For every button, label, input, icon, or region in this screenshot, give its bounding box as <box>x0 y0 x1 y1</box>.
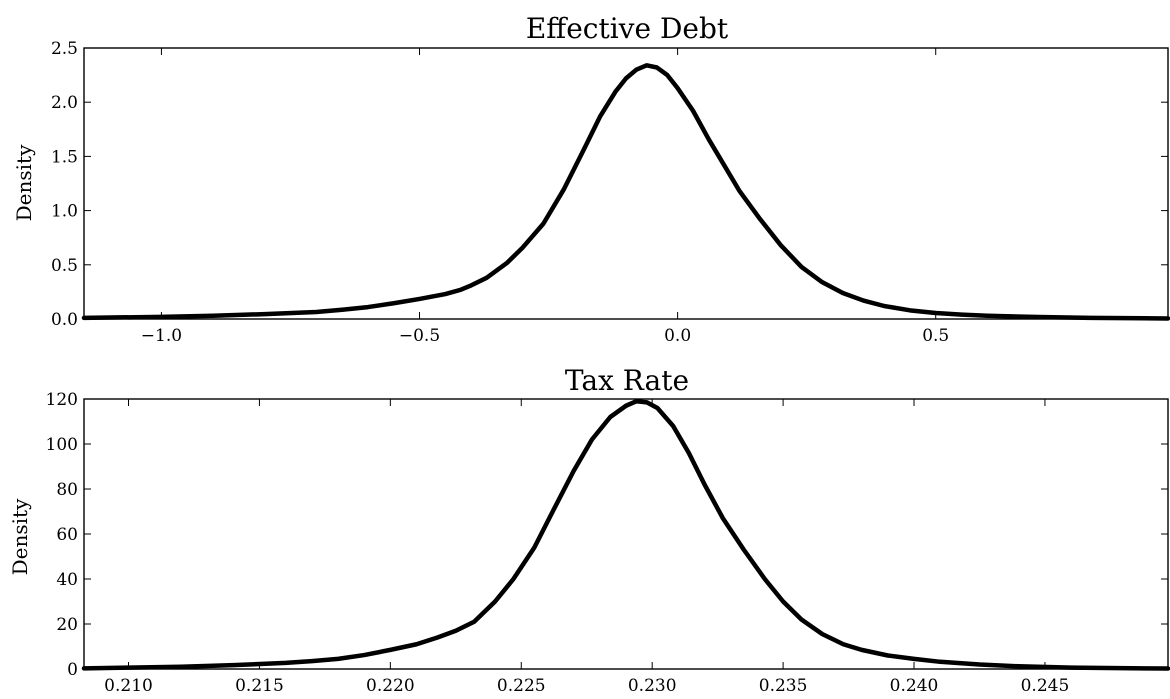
tax-rate-ytick-label: 120 <box>46 390 78 410</box>
effective-debt-xtick-label: 0.0 <box>664 326 691 346</box>
effective-debt-ylabel: Density <box>12 144 36 221</box>
effective-debt-ytick-label: 2.0 <box>51 93 78 113</box>
effective-debt-ytick-label: 0.0 <box>51 310 78 330</box>
effective-debt-title: Effective Debt <box>526 12 729 45</box>
tax-rate-xtick-label: 0.220 <box>366 676 415 696</box>
tax-rate-panel: Tax Rate Density 0.210 0.215 0.220 0.225 0.2… <box>8 364 1168 696</box>
tax-rate-ylabel: Density <box>8 498 32 575</box>
effective-debt-xtick-label: −1.0 <box>141 326 182 346</box>
effective-debt-axes-frame <box>84 48 1168 319</box>
tax-rate-xtick-label: 0.225 <box>497 676 546 696</box>
tax-rate-xtick-label: 0.215 <box>235 676 284 696</box>
tax-rate-ytick-label: 20 <box>56 615 78 635</box>
tax-rate-ytick-label: 80 <box>56 480 78 500</box>
tax-rate-ytick-label: 60 <box>56 525 78 545</box>
effective-debt-xtick-label: −0.5 <box>399 326 440 346</box>
effective-debt-ytick-label: 2.5 <box>51 39 78 59</box>
tax-rate-density-curve <box>84 401 1168 668</box>
effective-debt-xtick-label: 0.5 <box>922 326 949 346</box>
tax-rate-xtick-label: 0.245 <box>1021 676 1070 696</box>
effective-debt-density-curve <box>84 65 1168 318</box>
tax-rate-xtick-label: 0.240 <box>890 676 939 696</box>
tax-rate-ytick-label: 100 <box>46 435 78 455</box>
tax-rate-xtick-label: 0.210 <box>104 676 153 696</box>
tax-rate-ytick-label: 40 <box>56 570 78 590</box>
tax-rate-xtick-label: 0.235 <box>759 676 808 696</box>
tax-rate-axes-frame <box>84 399 1168 669</box>
effective-debt-ytick-label: 1.5 <box>51 147 78 167</box>
effective-debt-ytick-label: 1.0 <box>51 202 78 222</box>
effective-debt-ytick-label: 0.5 <box>51 256 78 276</box>
effective-debt-panel: Effective Debt Density −1.0 −0.5 0.0 0.5 0.0… <box>12 12 1168 346</box>
tax-rate-ytick-label: 0 <box>67 660 78 680</box>
tax-rate-xtick-label: 0.230 <box>628 676 677 696</box>
tax-rate-title: Tax Rate <box>565 364 689 397</box>
